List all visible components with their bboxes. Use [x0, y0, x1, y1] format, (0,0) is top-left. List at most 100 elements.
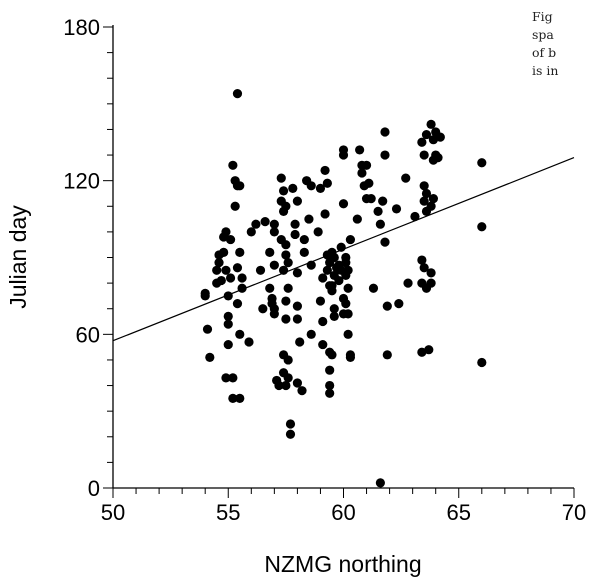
data-point	[304, 214, 314, 224]
data-point	[380, 237, 390, 247]
data-point	[214, 258, 224, 268]
data-point	[391, 204, 402, 214]
data-point	[380, 127, 390, 137]
data-point	[292, 268, 302, 278]
data-point	[345, 352, 356, 362]
data-point	[228, 373, 238, 383]
data-point	[265, 247, 275, 257]
y-axis-label: Julian day	[5, 205, 31, 309]
data-point	[269, 260, 279, 270]
data-point	[426, 119, 436, 129]
data-point	[380, 150, 390, 160]
data-point	[244, 337, 254, 347]
x-tick-label: 65	[447, 500, 471, 525]
data-point	[373, 206, 383, 216]
data-point	[269, 219, 279, 229]
data-point	[325, 388, 335, 398]
x-tick-label: 55	[216, 500, 240, 525]
data-point	[357, 168, 367, 178]
data-point	[269, 309, 279, 319]
data-point	[223, 311, 233, 322]
data-point	[341, 299, 351, 309]
data-point	[260, 217, 270, 227]
data-point	[315, 296, 326, 306]
data-point	[306, 329, 316, 339]
data-point	[237, 273, 247, 283]
data-point	[265, 283, 275, 293]
data-point	[278, 265, 289, 275]
data-point	[306, 181, 316, 191]
data-point	[246, 227, 256, 237]
data-point	[281, 250, 291, 260]
x-axis-label: NZMG northing	[264, 551, 421, 577]
data-point	[417, 347, 427, 357]
data-point	[212, 265, 222, 275]
data-point	[297, 386, 307, 396]
data-point	[424, 345, 434, 355]
data-point	[419, 196, 429, 206]
data-point	[318, 316, 328, 327]
data-point	[255, 265, 266, 275]
axes	[103, 25, 575, 498]
data-point	[410, 211, 420, 222]
data-point	[295, 337, 305, 347]
data-point	[368, 283, 379, 293]
data-point	[327, 350, 337, 360]
data-point	[364, 178, 374, 188]
data-point	[477, 357, 487, 368]
data-point	[426, 278, 436, 288]
data-point	[221, 373, 231, 383]
data-point	[258, 304, 268, 314]
data-point	[343, 309, 353, 319]
x-tick-label: 50	[101, 500, 125, 525]
data-point	[281, 314, 291, 324]
data-point	[202, 324, 213, 334]
y-tick-label: 0	[88, 476, 100, 501]
data-point	[327, 281, 337, 291]
data-point	[292, 301, 302, 311]
data-point	[419, 150, 429, 160]
data-point	[285, 429, 296, 439]
data-point	[205, 352, 215, 362]
data-point	[290, 229, 300, 240]
data-point	[477, 222, 487, 232]
data-point	[235, 247, 245, 257]
caption-line: spa	[532, 27, 554, 42]
data-point	[477, 158, 487, 168]
data-point	[394, 299, 404, 309]
data-point	[428, 193, 438, 204]
y-tick-label: 60	[76, 322, 100, 347]
data-point	[283, 258, 293, 268]
data-point	[269, 227, 279, 237]
data-point	[285, 419, 296, 429]
data-point	[338, 150, 349, 160]
data-point	[288, 183, 298, 193]
data-point	[228, 393, 238, 403]
data-point	[230, 201, 240, 211]
data-point	[419, 263, 429, 273]
data-point	[281, 201, 291, 211]
figure-caption-fragment: Fig spa of b is in	[532, 8, 594, 80]
y-tick-label: 120	[63, 169, 100, 194]
data-point	[315, 183, 326, 193]
data-point	[318, 339, 328, 350]
data-point	[283, 283, 293, 293]
data-point	[403, 278, 413, 288]
data-point	[421, 129, 432, 140]
data-point	[216, 275, 226, 286]
data-point	[235, 393, 245, 403]
data-point	[292, 378, 302, 388]
data-point	[343, 283, 353, 293]
data-point	[251, 219, 261, 229]
data-point	[382, 350, 392, 360]
data-point	[419, 181, 429, 191]
data-point	[223, 339, 233, 350]
data-point	[417, 137, 427, 147]
data-point	[322, 178, 332, 188]
data-point	[223, 291, 233, 301]
data-point	[276, 173, 286, 183]
data-point	[290, 219, 300, 229]
data-point	[329, 252, 339, 263]
data-point	[237, 283, 247, 293]
data-point	[338, 199, 349, 209]
